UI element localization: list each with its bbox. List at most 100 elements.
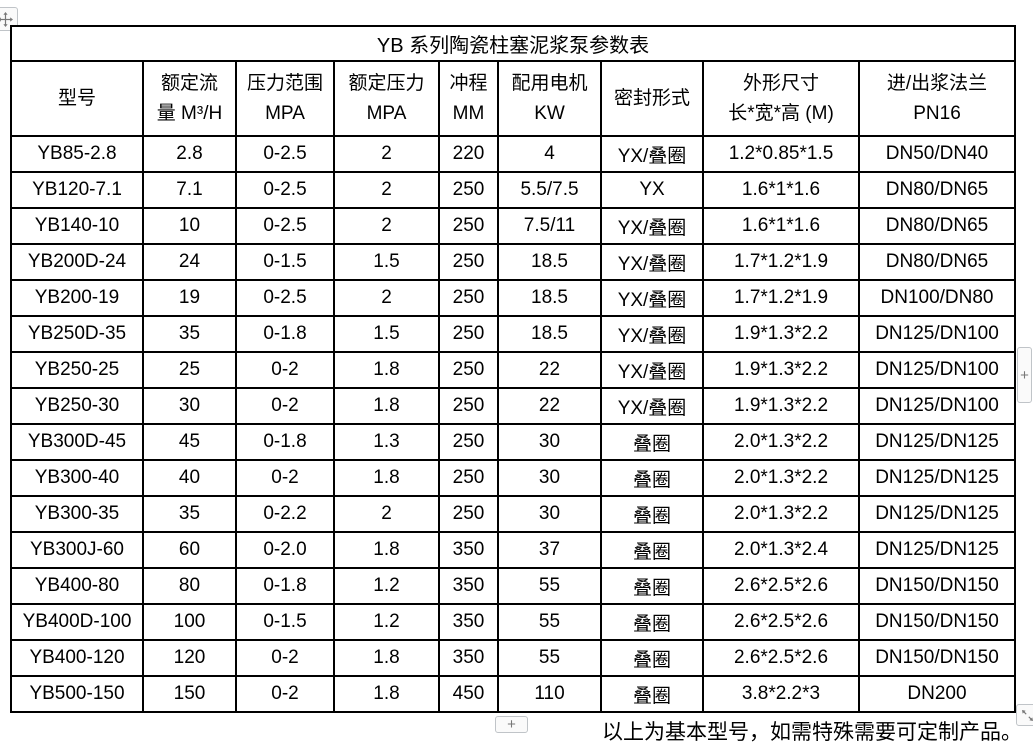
table-cell[interactable]: 1.3	[333, 423, 440, 461]
table-cell[interactable]: DN125/DN100	[858, 315, 1016, 353]
table-cell[interactable]: 2.0*1.3*2.2	[702, 495, 860, 533]
table-cell[interactable]: 18.5	[497, 315, 602, 353]
table-cell[interactable]: YB250-25	[10, 351, 144, 389]
table-cell[interactable]: DN125/DN125	[858, 423, 1016, 461]
table-cell[interactable]: 0-1.8	[235, 567, 335, 605]
table-cell[interactable]: 60	[142, 531, 237, 569]
table-cell[interactable]: 0-2.5	[235, 135, 335, 173]
table-cell[interactable]: 0-2.2	[235, 495, 335, 533]
table-cell[interactable]: 1.6*1*1.6	[702, 207, 860, 245]
table-cell[interactable]: 2.6*2.5*2.6	[702, 639, 860, 677]
table-cell[interactable]: 250	[438, 279, 499, 317]
table-cell[interactable]: YB120-7.1	[10, 171, 144, 209]
table-cell[interactable]: 250	[438, 495, 499, 533]
table-cell[interactable]: YB400-80	[10, 567, 144, 605]
table-cell[interactable]: 1.2	[333, 603, 440, 641]
table-cell[interactable]: 0-2	[235, 351, 335, 389]
table-cell[interactable]: 1.2	[333, 567, 440, 605]
table-cell[interactable]: 叠圈	[600, 675, 704, 713]
table-cell[interactable]: 1.9*1.3*2.2	[702, 315, 860, 353]
table-cell[interactable]: YX/叠圈	[600, 279, 704, 317]
table-cell[interactable]: 350	[438, 531, 499, 569]
table-cell[interactable]: 7.5/11	[497, 207, 602, 245]
table-cell[interactable]: 3.8*2.2*3	[702, 675, 860, 713]
table-cell[interactable]: 0-2.0	[235, 531, 335, 569]
table-cell[interactable]: YB300-35	[10, 495, 144, 533]
table-cell[interactable]: 1.7*1.2*1.9	[702, 243, 860, 281]
table-cell[interactable]: 30	[497, 459, 602, 497]
table-cell[interactable]: YB200D-24	[10, 243, 144, 281]
table-cell[interactable]: 10	[142, 207, 237, 245]
table-cell[interactable]: DN125/DN125	[858, 459, 1016, 497]
table-cell[interactable]: 22	[497, 387, 602, 425]
table-cell[interactable]: 0-2.5	[235, 171, 335, 209]
table-cell[interactable]: 220	[438, 135, 499, 173]
table-cell[interactable]: 叠圈	[600, 459, 704, 497]
table-cell[interactable]: 2.6*2.5*2.6	[702, 603, 860, 641]
table-cell[interactable]: 1.9*1.3*2.2	[702, 387, 860, 425]
table-cell[interactable]: 110	[497, 675, 602, 713]
column-header[interactable]: 进/出浆法兰 PN16	[858, 60, 1016, 137]
table-cell[interactable]: 250	[438, 351, 499, 389]
table-cell[interactable]: 55	[497, 603, 602, 641]
table-cell[interactable]: YB250D-35	[10, 315, 144, 353]
column-header[interactable]: 配用电机 KW	[497, 60, 602, 137]
table-cell[interactable]: DN125/DN100	[858, 387, 1016, 425]
table-cell[interactable]: 40	[142, 459, 237, 497]
table-cell[interactable]: 0-2	[235, 675, 335, 713]
table-cell[interactable]: 7.1	[142, 171, 237, 209]
table-cell[interactable]: 0-1.8	[235, 423, 335, 461]
add-row-button[interactable]: +	[495, 716, 528, 733]
add-column-button[interactable]: +	[1017, 347, 1032, 403]
table-cell[interactable]: 30	[497, 495, 602, 533]
column-header[interactable]: 额定压力 MPA	[333, 60, 440, 137]
table-cell[interactable]: 250	[438, 459, 499, 497]
table-cell[interactable]: YB85-2.8	[10, 135, 144, 173]
table-cell[interactable]: 120	[142, 639, 237, 677]
column-header[interactable]: 外形尺寸 长*宽*高 (M)	[702, 60, 860, 137]
table-cell[interactable]: 250	[438, 243, 499, 281]
table-cell[interactable]: YX	[600, 171, 704, 209]
table-cell[interactable]: 45	[142, 423, 237, 461]
column-header[interactable]: 压力范围 MPA	[235, 60, 335, 137]
table-cell[interactable]: 2	[333, 279, 440, 317]
table-cell[interactable]: 0-2.5	[235, 279, 335, 317]
table-cell[interactable]: YX/叠圈	[600, 387, 704, 425]
table-cell[interactable]: 5.5/7.5	[497, 171, 602, 209]
table-cell[interactable]: DN80/DN65	[858, 171, 1016, 209]
table-cell[interactable]: YX/叠圈	[600, 207, 704, 245]
table-cell[interactable]: DN100/DN80	[858, 279, 1016, 317]
table-cell[interactable]: 叠圈	[600, 531, 704, 569]
table-cell[interactable]: YB200-19	[10, 279, 144, 317]
table-cell[interactable]: 0-2	[235, 459, 335, 497]
table-cell[interactable]: YX/叠圈	[600, 315, 704, 353]
table-cell[interactable]: 35	[142, 495, 237, 533]
footer-note[interactable]: 以上为基本型号，如需特殊需要可定制产品。	[602, 721, 1022, 744]
table-cell[interactable]: 0-2	[235, 387, 335, 425]
table-cell[interactable]: 19	[142, 279, 237, 317]
column-header[interactable]: 冲程 MM	[438, 60, 499, 137]
table-cell[interactable]: DN80/DN65	[858, 243, 1016, 281]
table-cell[interactable]: 0-2	[235, 639, 335, 677]
table-cell[interactable]: DN80/DN65	[858, 207, 1016, 245]
table-cell[interactable]: YX/叠圈	[600, 243, 704, 281]
table-cell[interactable]: DN150/DN150	[858, 567, 1016, 605]
table-resize-handle[interactable]	[1016, 704, 1033, 726]
table-cell[interactable]: 叠圈	[600, 603, 704, 641]
table-cell[interactable]: 4	[497, 135, 602, 173]
table-cell[interactable]: YB400D-100	[10, 603, 144, 641]
table-cell[interactable]: DN150/DN150	[858, 603, 1016, 641]
table-cell[interactable]: 35	[142, 315, 237, 353]
table-cell[interactable]: DN125/DN125	[858, 531, 1016, 569]
table-cell[interactable]: 2.0*1.3*2.4	[702, 531, 860, 569]
table-cell[interactable]: 37	[497, 531, 602, 569]
table-cell[interactable]: 100	[142, 603, 237, 641]
table-cell[interactable]: 2.0*1.3*2.2	[702, 459, 860, 497]
table-cell[interactable]: 叠圈	[600, 567, 704, 605]
table-cell[interactable]: 叠圈	[600, 423, 704, 461]
table-cell[interactable]: 350	[438, 567, 499, 605]
table-cell[interactable]: 250	[438, 315, 499, 353]
table-cell[interactable]: YB400-120	[10, 639, 144, 677]
column-header[interactable]: 型号	[10, 60, 144, 137]
table-cell[interactable]: 1.5	[333, 315, 440, 353]
